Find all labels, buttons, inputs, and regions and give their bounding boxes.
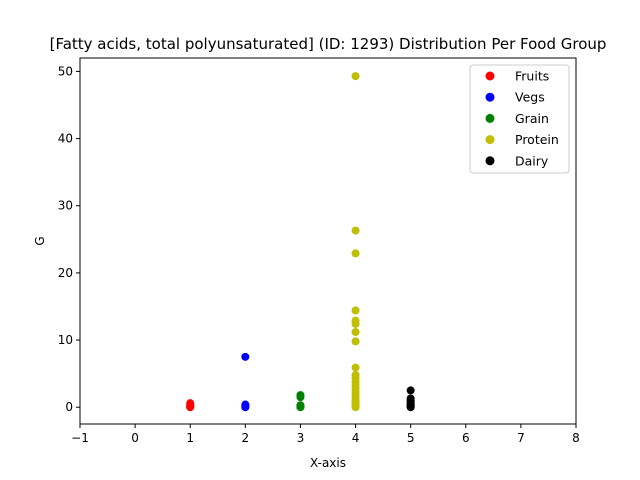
x-tick-label: 1 xyxy=(186,431,194,445)
x-tick-label: 4 xyxy=(352,431,360,445)
y-tick-label: 20 xyxy=(58,266,73,280)
y-axis-label: G xyxy=(33,236,47,245)
y-axis-ticks: 0 10 20 30 40 50 xyxy=(58,64,80,414)
series-vegs xyxy=(241,352,250,412)
legend-label: Fruits xyxy=(515,69,549,84)
data-point xyxy=(296,401,305,410)
data-point xyxy=(351,399,360,408)
x-tick-label: 6 xyxy=(462,431,470,445)
x-tick-label: 0 xyxy=(131,431,139,445)
legend-marker xyxy=(485,135,495,145)
data-point xyxy=(351,72,360,81)
legend-marker xyxy=(485,92,495,102)
legend-label: Grain xyxy=(515,111,549,126)
legend: Fruits Vegs Grain Protein Dairy xyxy=(469,64,570,174)
legend-label: Protein xyxy=(515,132,559,147)
plot-frame xyxy=(79,57,577,425)
data-point xyxy=(351,249,360,258)
legend-marker xyxy=(485,113,495,123)
data-point xyxy=(186,399,195,408)
x-tick-label: 8 xyxy=(572,431,580,445)
data-point xyxy=(351,306,360,315)
y-tick-label: 10 xyxy=(58,333,73,347)
plot-area xyxy=(186,72,415,412)
series-protein xyxy=(351,72,360,412)
legend-label: Vegs xyxy=(515,90,545,105)
data-point xyxy=(351,370,360,379)
data-point xyxy=(351,226,360,235)
x-axis-ticks: −1 0 1 2 3 4 5 6 7 8 xyxy=(71,424,580,445)
legend-label: Dairy xyxy=(515,153,549,168)
chart-title: [Fatty acids, total polyunsaturated] (ID… xyxy=(50,35,607,53)
y-tick-label: 30 xyxy=(58,199,73,213)
x-tick-label: −1 xyxy=(71,431,89,445)
data-point xyxy=(351,363,360,372)
data-point xyxy=(241,400,250,409)
legend-marker xyxy=(485,156,495,166)
data-point xyxy=(351,316,360,325)
legend-frame xyxy=(469,64,570,174)
x-tick-label: 3 xyxy=(297,431,305,445)
data-point xyxy=(406,386,415,395)
y-tick-label: 50 xyxy=(58,64,73,78)
data-point xyxy=(241,352,250,361)
data-point xyxy=(406,394,415,403)
x-tick-label: 2 xyxy=(242,431,250,445)
series-fruits xyxy=(186,399,195,412)
series-dairy xyxy=(406,386,415,412)
x-tick-label: 5 xyxy=(407,431,415,445)
x-axis-label: X-axis xyxy=(310,456,346,470)
data-point xyxy=(351,337,360,346)
series-grain xyxy=(296,391,305,412)
data-point xyxy=(351,327,360,336)
y-tick-label: 40 xyxy=(58,132,73,146)
legend-marker xyxy=(485,71,495,81)
y-tick-label: 0 xyxy=(65,400,73,414)
data-point xyxy=(296,391,305,400)
x-tick-label: 7 xyxy=(517,431,525,445)
